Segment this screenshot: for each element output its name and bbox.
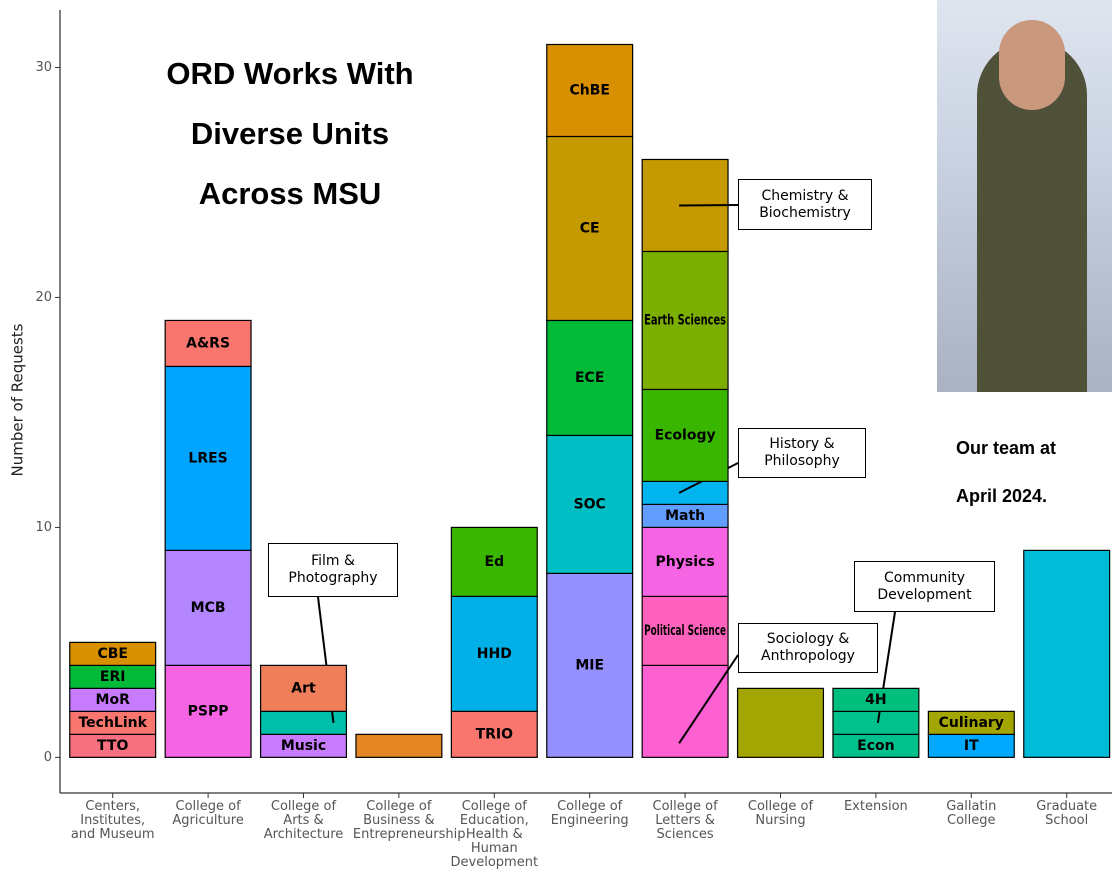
- x-tick-label: Gallatin College: [946, 799, 997, 828]
- x-tick-label: Centers, Institutes, and Museum: [70, 799, 155, 842]
- bar-segment: [641, 388, 729, 483]
- segment-label: Earth Sciences: [644, 312, 726, 328]
- segment-label: TRIO: [476, 726, 514, 742]
- annotation: History & Philosophy: [738, 428, 866, 478]
- bar-segment: [259, 710, 348, 735]
- segment-label: Math: [665, 508, 705, 524]
- y-axis-label: Number of Requests: [9, 323, 27, 476]
- segment-label: Econ: [857, 738, 894, 754]
- bar-segment: [164, 549, 252, 666]
- segment-label: TTO: [97, 738, 128, 754]
- bar-segment: [927, 710, 1015, 735]
- bar-segment: [641, 526, 729, 597]
- annotation-leader: [678, 654, 739, 744]
- segment-label: SOC: [574, 496, 606, 512]
- bar-segment: [546, 135, 634, 322]
- segment-label: ECE: [575, 370, 604, 386]
- x-tick-label: Extension: [843, 799, 908, 814]
- segment-label: A&RS: [186, 335, 230, 351]
- bar-segment: [164, 365, 252, 551]
- x-tick-label: College of Letters & Sciences: [652, 799, 718, 842]
- bar-segment: [450, 595, 538, 712]
- bar-segment: [164, 319, 252, 368]
- segment-label: Ed: [485, 554, 505, 570]
- segment-label: Ecology: [655, 427, 716, 443]
- segment-label: IT: [964, 738, 979, 754]
- bar-segment: [641, 664, 729, 758]
- segment-label: Physics: [656, 554, 715, 570]
- annotation: Chemistry & Biochemistry: [738, 179, 872, 230]
- x-tick-label: Graduate School: [1036, 799, 1098, 828]
- segment-label: TechLink: [78, 715, 147, 731]
- segment-label: PSPP: [188, 703, 229, 719]
- segment-label: HHD: [477, 646, 512, 662]
- segment-label: LRES: [188, 450, 227, 466]
- bar-segment: [259, 664, 348, 712]
- segment-label: ChBE: [569, 82, 609, 98]
- photo: [937, 0, 1112, 392]
- caption-line: Our team at: [956, 438, 1057, 458]
- bar-segment: [1023, 549, 1111, 758]
- bar-segment: [641, 250, 729, 391]
- bar-segment: [546, 572, 634, 758]
- segment-label: MoR: [96, 692, 131, 708]
- y-tick-label: 0: [44, 750, 52, 765]
- segment-label: 4H: [865, 692, 886, 708]
- caption-line: April 2024.: [956, 486, 1048, 506]
- y-tick-label: 10: [35, 520, 52, 535]
- bar-segment: [164, 664, 252, 758]
- annotation: Film & Photography: [268, 543, 398, 597]
- bar-segment: [832, 687, 920, 712]
- segment-label: MCB: [191, 600, 226, 616]
- bar-segment: [450, 526, 538, 597]
- annotation: Community Development: [854, 561, 995, 612]
- segment-label: CE: [580, 220, 600, 236]
- segment-label: MIE: [575, 657, 604, 673]
- segment-label: Culinary: [939, 715, 1004, 731]
- caption: Our team at April 2024.: [956, 424, 1056, 520]
- bar-segment: [546, 434, 634, 574]
- segment-label: CBE: [97, 646, 128, 662]
- segment-label: Music: [281, 738, 326, 754]
- x-tick-label: College of Engineering: [550, 799, 629, 828]
- bar-segment: [69, 641, 157, 666]
- bar-segment: [736, 687, 825, 758]
- person-face: [999, 20, 1065, 110]
- segment-label: Art: [291, 680, 316, 696]
- x-tick-label: College of Education, Health & Human Dev…: [450, 799, 539, 870]
- bar-segment: [546, 319, 634, 437]
- bar-segment: [641, 480, 729, 506]
- segment-label: Political Science: [644, 623, 726, 639]
- bar-segment: [832, 710, 920, 735]
- x-tick-label: College of Nursing: [747, 799, 814, 828]
- segment-label: ERI: [100, 669, 126, 685]
- bar-segment: [546, 43, 634, 138]
- bar-segment: [450, 710, 538, 758]
- chart-title: ORD Works With Diverse Units Across MSU: [166, 56, 414, 211]
- y-tick-label: 30: [35, 60, 52, 75]
- x-tick-label: College of Business & Entrepreneurship: [352, 799, 466, 842]
- y-tick-label: 20: [35, 290, 52, 305]
- annotation: Sociology & Anthropology: [738, 623, 878, 673]
- x-tick-label: College of Agriculture: [172, 799, 244, 828]
- bar-segment: [355, 733, 443, 758]
- x-tick-label: College of Arts & Architecture: [263, 799, 344, 842]
